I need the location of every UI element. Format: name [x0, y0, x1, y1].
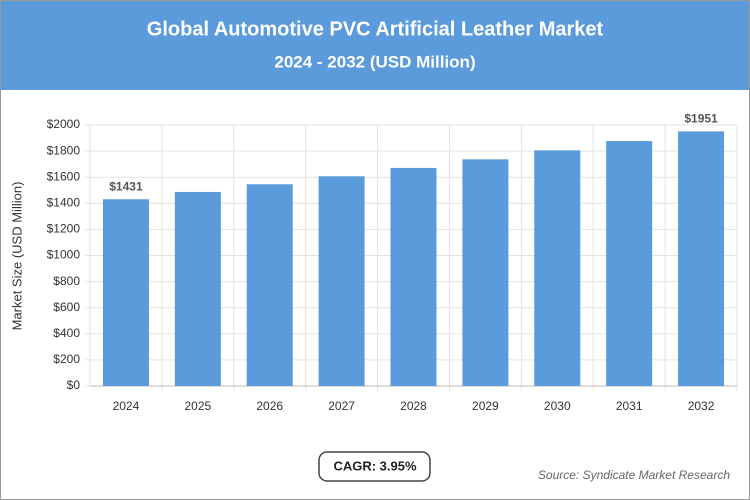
x-tick-label: 2025	[184, 399, 211, 413]
y-tick-label: $600	[53, 300, 80, 314]
bar	[534, 150, 581, 386]
y-tick-label: $1400	[47, 195, 81, 209]
y-tick-label: $0	[67, 378, 81, 392]
bar	[462, 159, 509, 386]
bar	[606, 141, 653, 386]
y-tick-label: $1200	[47, 222, 81, 236]
header	[1, 1, 749, 90]
x-tick-label: 2024	[113, 399, 140, 413]
cagr-box	[318, 451, 431, 482]
bar	[678, 131, 725, 386]
chart-subtitle: 2024 - 2032 (USD Million)	[274, 52, 475, 71]
cagr: CAGR: 3.95%	[333, 458, 417, 473]
y-tick-label: $400	[53, 326, 80, 340]
x-tick-label: 2031	[616, 399, 643, 413]
bar	[102, 199, 149, 386]
data-label: $1431	[109, 179, 143, 193]
x-tick-label: 2032	[688, 399, 715, 413]
bar	[390, 167, 437, 386]
y-tick-label: $1800	[47, 143, 81, 157]
y-tick-label: $1000	[47, 248, 81, 262]
x-tick-label: 2027	[328, 399, 355, 413]
bar	[318, 176, 365, 386]
y-tick-label: $800	[53, 274, 80, 288]
y-axis-label: Market Size (USD Million)	[9, 182, 24, 331]
y-tick-label: $2000	[47, 117, 81, 131]
chart-title: Global Automotive PVC Artificial Leather…	[147, 18, 604, 40]
data-label: $1951	[684, 112, 718, 126]
y-tick-label: $1600	[47, 169, 81, 183]
x-tick-label: 2030	[544, 399, 571, 413]
bar	[246, 184, 293, 386]
source: Source: Syndicate Market Research	[538, 468, 730, 482]
x-tick-label: 2026	[256, 399, 283, 413]
bar	[174, 191, 221, 386]
x-tick-label: 2029	[472, 399, 499, 413]
y-tick-label: $200	[53, 352, 80, 366]
x-tick-label: 2028	[400, 399, 427, 413]
